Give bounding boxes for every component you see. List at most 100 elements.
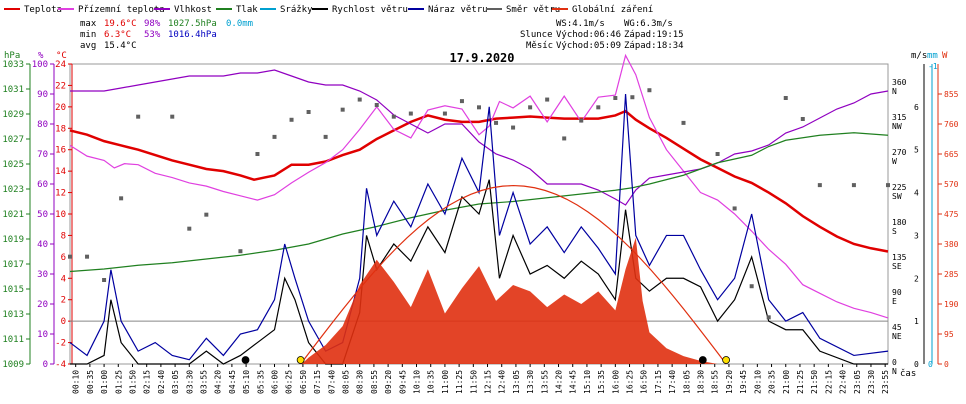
mesic-label: Měsíc — [526, 41, 553, 51]
y-pct-label-10: 100 — [32, 60, 48, 70]
y-hpa-label-2: 1013 — [2, 310, 24, 320]
x-tick-label-23: 09:45 — [398, 370, 407, 394]
y-dir-deg-2: 90 — [892, 288, 902, 297]
x-tick-label-13: 05:35 — [256, 370, 265, 394]
x-tick-label-49: 20:35 — [768, 370, 777, 394]
x-tick-label-33: 13:55 — [540, 370, 549, 394]
sun-moon-block: WS:4.1m/s WG:6.3m/s Slunce Východ:06:46 … — [520, 19, 684, 51]
sun-moon-marker-3 — [698, 356, 707, 364]
series-direction-point-25 — [545, 97, 550, 102]
x-tick-label-48: 20:10 — [753, 370, 762, 394]
legend-label-5: Rychlost větru — [332, 5, 408, 15]
y-temp-label-0: -4 — [55, 360, 66, 370]
slunce-label: Slunce — [520, 30, 553, 40]
y-dir-deg-6: 270 — [892, 148, 907, 157]
y-dir-card-5: SW — [892, 192, 902, 201]
series-direction-point-40 — [851, 183, 856, 188]
series-direction-point-10 — [272, 134, 277, 139]
x-tick-label-7: 03:05 — [171, 370, 180, 394]
y-dir-deg-1: 45 — [892, 323, 902, 332]
y-dir-card-8: N — [892, 87, 897, 96]
x-tick-label-1: 00:35 — [86, 370, 95, 394]
series-direction-point-12 — [306, 110, 311, 114]
sun-moon-marker-0 — [296, 356, 305, 364]
series-direction-point-14 — [340, 107, 345, 112]
y-pct-label-7: 70 — [37, 150, 48, 160]
y-temp-label-7: 10 — [55, 210, 66, 220]
legend-label-0: Teplota — [24, 5, 62, 15]
x-tick-label-53: 22:15 — [824, 370, 833, 394]
y-dir-card-2: E — [892, 297, 897, 306]
series-direction-point-37 — [783, 96, 788, 100]
y-dir-deg-7: 315 — [892, 113, 907, 122]
x-tick-label-20: 08:30 — [356, 370, 365, 394]
stats-max-temp: 19.6°C — [104, 19, 137, 29]
y-pct-label-0: 0 — [43, 360, 48, 370]
y-ms-label-1: 1 — [914, 317, 919, 326]
legend-label-8: Globální záření — [572, 5, 653, 15]
stats-min-press: 1016.4hPa — [168, 30, 217, 40]
y-pct-label-5: 50 — [37, 210, 48, 220]
series-direction-point-7 — [204, 212, 209, 217]
x-tick-label-39: 16:25 — [626, 370, 635, 394]
x-tick-label-24: 10:10 — [413, 370, 422, 394]
axes: 00:10 00:35 01:00 01:25 01:50 02:15 02:40 03:05… — [2, 60, 958, 394]
series-direction-point-22 — [494, 120, 499, 125]
series-direction-point-2 — [102, 278, 107, 282]
x-tick-label-43: 18:05 — [682, 370, 691, 394]
stats-block: max 19.6°C 98% 1027.5hPa 0.0mm min 6.3°C… — [80, 19, 253, 51]
y-pct-label-4: 40 — [37, 240, 48, 250]
series-direction-point-17 — [391, 114, 396, 119]
unit-degc: °C — [56, 51, 67, 61]
moonrise-text: Východ:05:09 — [556, 41, 621, 51]
series-direction-point-15 — [357, 97, 362, 102]
y-hpa-label-0: 1009 — [2, 360, 24, 370]
y-ms-label-5: 5 — [914, 146, 919, 155]
y-dir-card-0: N — [892, 367, 897, 376]
y-temp-label-11: 18 — [55, 124, 66, 134]
y-hpa-label-10: 1029 — [2, 110, 24, 120]
y-dir-card-3: SE — [892, 262, 902, 271]
x-tick-label-50: 21:00 — [782, 370, 791, 394]
x-tick-label-12: 05:10 — [242, 370, 251, 394]
y-hpa-label-5: 1019 — [2, 235, 24, 245]
x-tick-label-17: 07:15 — [313, 370, 322, 394]
x-tick-label-15: 06:25 — [285, 370, 294, 394]
stats-min-label: min — [80, 30, 96, 40]
y-mm-label-1: -1 — [928, 62, 938, 71]
y-temp-label-6: 8 — [61, 231, 66, 241]
y-dir-deg-0: 0 — [892, 358, 897, 367]
legend-label-1: Přízemní teplota — [78, 5, 165, 15]
legend-label-7: Směr větru — [506, 5, 560, 15]
series-direction-point-31 — [647, 88, 652, 93]
series-direction-point-28 — [596, 105, 601, 110]
series-direction-point-33 — [715, 152, 720, 156]
stats-avg-label: avg — [80, 41, 96, 51]
series-direction-point-8 — [238, 249, 243, 254]
x-tick-label-5: 02:15 — [143, 370, 152, 394]
y-w-label-4: 380 — [944, 240, 959, 249]
y-hpa-label-12: 1033 — [2, 60, 24, 70]
y-pct-label-9: 90 — [37, 90, 48, 100]
x-tick-label-57: 23:55 — [881, 370, 890, 394]
series-direction-point-4 — [136, 114, 141, 119]
x-tick-label-40: 16:50 — [640, 370, 649, 394]
x-tick-label-31: 13:05 — [512, 370, 521, 394]
y-w-label-6: 570 — [944, 180, 959, 189]
sunset-text: Západ:19:15 — [624, 30, 684, 40]
y-pct-label-3: 30 — [37, 270, 48, 280]
sun-moon-marker-2 — [241, 356, 250, 364]
wind-gust-text: WG:6.3m/s — [624, 19, 673, 29]
series-direction-point-0 — [68, 254, 72, 259]
series-direction-point-13 — [323, 134, 328, 139]
y-pct-label-1: 10 — [37, 330, 48, 340]
y-w-label-5: 475 — [944, 210, 959, 219]
x-tick-label-46: 19:20 — [725, 370, 734, 394]
x-tick-label-52: 21:50 — [810, 370, 819, 394]
wind-speed-text: WS:4.1m/s — [556, 19, 605, 29]
series-direction-point-30 — [630, 95, 635, 100]
series-direction-point-41 — [886, 183, 890, 188]
series-direction-point-20 — [459, 99, 464, 104]
sunrise-text: Východ:06:46 — [556, 30, 621, 40]
y-pct-label-2: 20 — [37, 300, 48, 310]
